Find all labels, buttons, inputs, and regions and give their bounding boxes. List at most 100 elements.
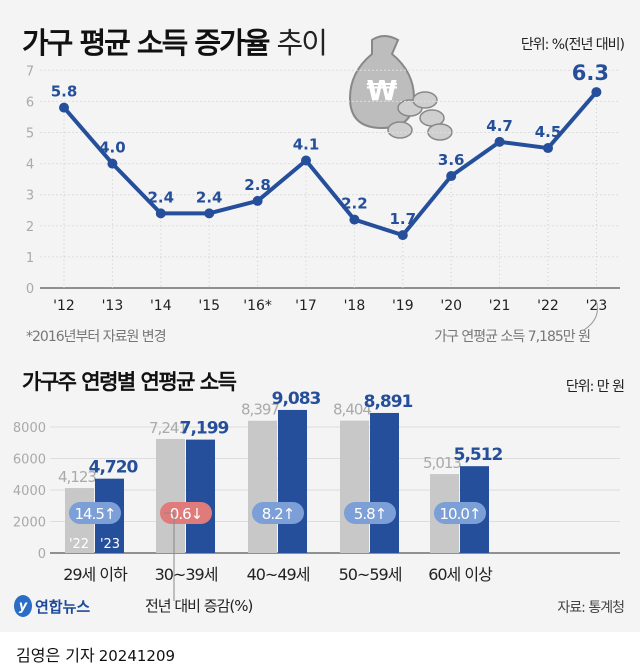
annotation-leader [164,512,175,601]
change-badge [434,502,486,524]
byline: 김영은 기자 20241209 [16,642,175,666]
bar [278,409,307,553]
data-label: 4.1 [293,135,320,153]
data-label: 2.4 [196,188,223,206]
bar-value-label: 9,083 [272,389,321,409]
x-category-label: 30~39세 [155,565,218,584]
source-label: 자료: 통계청 [557,600,625,616]
bar [186,439,215,553]
yonhap-logo: y 연합뉴스 [14,595,90,617]
date: 20241209 [98,647,176,665]
x-tick-label: '22 [537,298,559,314]
bar-value-label: 4,123 [58,468,96,486]
data-point [204,208,215,219]
change-label: 0.6↓ [170,505,202,523]
bar-value-label: 8,404 [333,401,371,419]
data-point [543,143,553,154]
change-label: 5.8↑ [354,505,386,523]
change-label: 10.0↑ [440,505,481,523]
income-annotation: 가구 연평균 소득 7,185만 원 [434,329,591,345]
data-point [494,136,505,147]
data-point [397,230,408,241]
x-tick-label: '21 [489,298,511,314]
y-tick-label: 3 [26,189,34,204]
y-tick-label: 4 [26,158,34,173]
x-category-label: 40~49세 [247,565,310,584]
reporter: 김영은 기자 [16,646,95,665]
y-tick-label: 7 [26,64,34,79]
x-category-label: 60세 이상 [428,565,493,584]
change-label: 14.5↑ [75,505,116,523]
bar-value-label: 5,013 [423,454,461,472]
data-point [252,195,263,206]
data-point [59,102,69,113]
y-tick-label: 5 [26,127,34,142]
data-point [446,171,457,182]
data-point [155,208,166,219]
logo-text: 연합뉴스 [35,597,91,616]
data-label: 6.3 [572,61,609,85]
x-tick-label: '20 [440,298,462,314]
y-tick-label: 2000 [13,516,46,531]
x-category-label: 29세 이하 [63,565,128,584]
annotation-leader [583,299,598,331]
chart-canvas: ₩0 1 2 3 4 5 6 7 '12 '13 '14 '15 '16* '17 '18 '19 '20 '21… [13,35,620,601]
data-point [349,214,360,225]
x-tick-label: '17 [295,298,317,314]
y-tick-label: 6 [26,95,34,110]
series-line [62,90,598,238]
y-tick-label: 2 [26,220,34,235]
change-annotation: 전년 대비 증감(%) [145,597,253,615]
change-badge [69,502,121,524]
change-badge [160,502,212,524]
chart-title: 가구 평균 소득 증가율 추이 [22,20,328,62]
data-point [301,155,311,166]
change-badge [252,502,304,524]
data-label: 1.7 [390,210,417,228]
data-label: 2.4 [148,188,175,206]
y-tick-label: 1 [26,251,34,266]
x-tick-label: '23 [586,298,608,314]
y-tick-label: 6000 [13,453,46,468]
bar-chart-title: 가구주 연령별 연평균 소득 [22,370,237,394]
x-tick-label: '14 [150,298,172,314]
x-tick-label: '18 [344,298,366,314]
x-tick-label: '13 [102,298,124,314]
y-tick-label: 8000 [13,421,46,436]
data-label: 4.5 [535,123,562,141]
bar [156,438,185,553]
title-light: 추이 [276,26,328,60]
bar-value-label: 5,512 [454,445,503,465]
bar-value-label: 7,199 [180,419,229,439]
data-label: 4.7 [486,117,513,135]
y-tick-label: 4000 [13,484,46,499]
legend-22: '22 [69,537,89,552]
line-unit-label: 단위: %(전년 대비) [520,37,625,53]
svg-text:₩: ₩ [367,74,398,107]
data-label: 4.0 [99,139,126,157]
logo-mark-icon: y [14,595,32,617]
change-label: 8.2↑ [262,505,294,523]
x-tick-label: '19 [392,298,414,314]
bar [340,420,369,553]
legend-23: '23 [100,537,120,552]
data-point [591,87,602,98]
bar-value-label: 8,397 [241,401,279,419]
bar [248,420,277,553]
data-label: 2.8 [244,176,271,194]
y-tick-label: 0 [26,282,34,297]
footnote: *2016년부터 자료원 변경 [26,329,167,345]
title-bold: 가구 평균 소득 증가율 [22,26,270,60]
y-tick-label: 0 [38,547,46,562]
bar-value-label: 4,720 [89,458,139,478]
bar-value-label: 7,241 [149,419,187,437]
data-label: 2.2 [341,195,368,213]
data-label: 3.6 [438,151,465,169]
x-category-label: 50~59세 [339,565,402,584]
x-tick-label: '16* [243,298,272,314]
bar-value-label: 8,891 [364,392,413,412]
x-tick-label: '12 [53,298,75,314]
bar-unit-label: 단위: 만 원 [565,379,625,395]
data-point [107,158,118,169]
change-badge [344,502,396,524]
